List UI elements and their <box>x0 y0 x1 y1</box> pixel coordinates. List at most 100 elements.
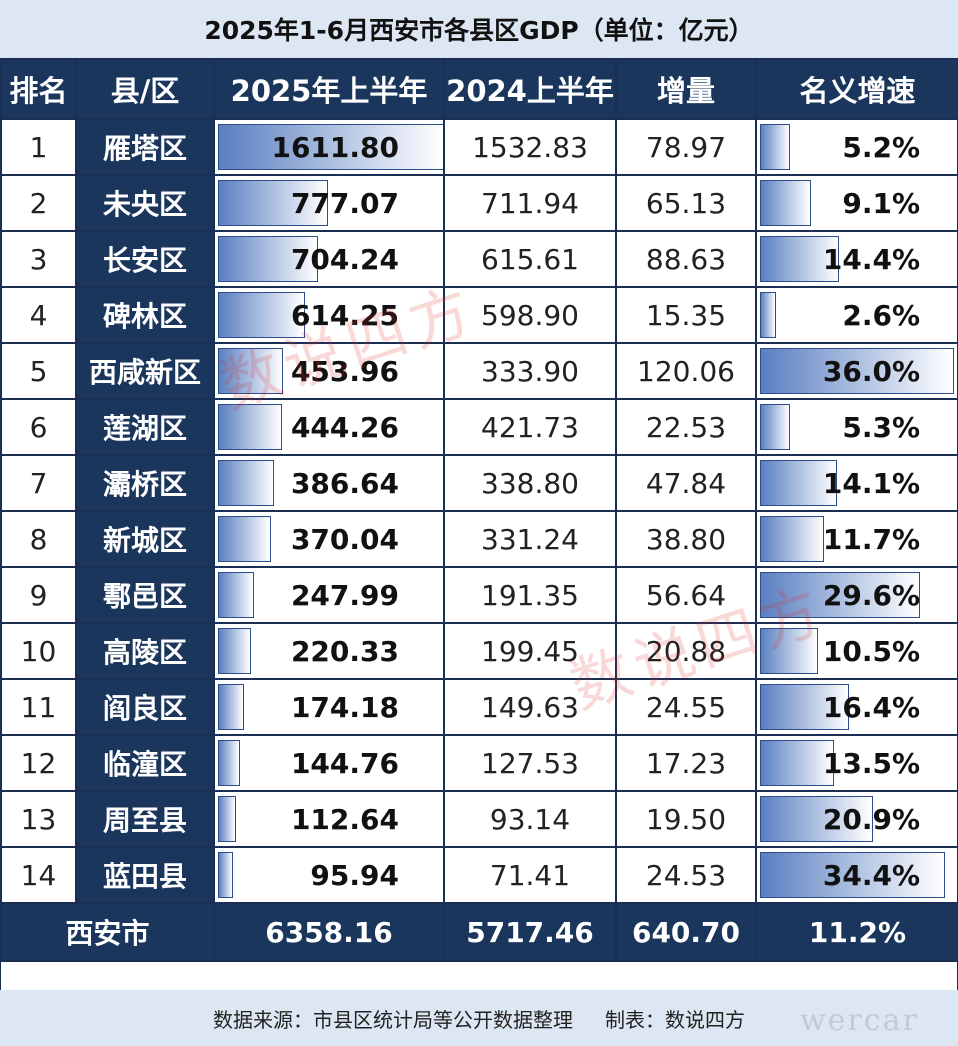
gdp-2024-cell-value: 93.14 <box>489 802 571 836</box>
growth-cell-bar <box>760 124 790 170</box>
increase-cell-value: 65.13 <box>645 186 727 220</box>
gdp-2025-cell-bar <box>218 124 442 170</box>
district-cell: 长安区 <box>75 230 215 288</box>
rank-cell-value: 13 <box>20 802 57 836</box>
total-growth: 11.2% <box>755 902 958 962</box>
rank-cell-value: 10 <box>20 634 57 668</box>
district-cell-value: 长安区 <box>102 244 187 277</box>
gdp-2025-cell-bar <box>218 516 271 562</box>
gdp-2025-cell: 370.04 <box>213 510 445 568</box>
header-2024h1: 2024上半年 <box>443 58 617 120</box>
growth-cell-bar <box>760 516 824 562</box>
gdp-2024-cell-value: 338.80 <box>481 466 579 500</box>
gdp-2024-cell-value: 71.41 <box>489 858 571 892</box>
gdp-2024-cell: 333.90 <box>443 342 617 400</box>
district-cell: 新城区 <box>75 510 215 568</box>
district-cell: 蓝田县 <box>75 846 215 904</box>
increase-cell-value: 38.80 <box>645 522 727 556</box>
growth-cell-value: 14.4% <box>822 242 920 276</box>
district-cell: 周至县 <box>75 790 215 848</box>
growth-cell: 5.3% <box>755 398 958 456</box>
gdp-2024-cell: 1532.83 <box>443 118 617 176</box>
table-row: 12 临潼区 144.76 127.53 17.23 13.5% <box>0 734 958 792</box>
total-2024h1: 5717.46 <box>443 902 617 962</box>
gdp-2024-cell-value: 333.90 <box>481 354 579 388</box>
increase-cell: 19.50 <box>615 790 757 848</box>
growth-cell-value: 16.4% <box>822 690 920 724</box>
gdp-2025-cell-bar <box>218 684 244 730</box>
growth-cell-value: 34.4% <box>822 858 920 892</box>
growth-cell-bar <box>760 180 811 226</box>
gdp-2025-cell-value: 1611.80 <box>271 130 399 164</box>
rank-cell: 11 <box>0 678 77 736</box>
growth-cell-value: 11.7% <box>822 522 920 556</box>
gdp-2025-cell-bar <box>218 796 236 842</box>
gdp-2024-cell: 191.35 <box>443 566 617 624</box>
rank-cell: 13 <box>0 790 77 848</box>
table-row: 9 鄠邑区 247.99 191.35 56.64 29.6% <box>0 566 958 624</box>
gdp-2025-cell-bar <box>218 292 305 338</box>
rank-cell-value: 8 <box>29 522 48 556</box>
gdp-2025-cell-value: 247.99 <box>290 578 399 612</box>
gdp-2024-cell-value: 421.73 <box>481 410 579 444</box>
gdp-2025-cell: 247.99 <box>213 566 445 624</box>
increase-cell-value: 47.84 <box>645 466 727 500</box>
gdp-2025-cell: 777.07 <box>213 174 445 232</box>
growth-cell-value: 29.6% <box>822 578 920 612</box>
rank-cell: 8 <box>0 510 77 568</box>
header-2025h1: 2025年上半年 <box>213 58 445 120</box>
gdp-2025-cell-bar <box>218 628 251 674</box>
growth-cell: 11.7% <box>755 510 958 568</box>
gdp-2024-cell: 331.24 <box>443 510 617 568</box>
header-growth: 名义增速 <box>755 58 958 120</box>
rank-cell: 1 <box>0 118 77 176</box>
gdp-2024-cell: 598.90 <box>443 286 617 344</box>
gdp-2024-cell: 71.41 <box>443 846 617 904</box>
rank-cell-value: 11 <box>20 690 57 724</box>
increase-cell: 20.88 <box>615 622 757 680</box>
district-cell-value: 碑林区 <box>102 300 187 333</box>
rank-cell-value: 1 <box>29 130 48 164</box>
district-cell-value: 灞桥区 <box>102 468 187 501</box>
rank-cell-value: 4 <box>29 298 48 332</box>
increase-cell: 22.53 <box>615 398 757 456</box>
gdp-2025-cell-value: 444.26 <box>290 410 399 444</box>
gdp-2025-cell-bar <box>218 404 282 450</box>
district-cell-value: 阎良区 <box>102 692 187 725</box>
table-row: 14 蓝田县 95.94 71.41 24.53 34.4% <box>0 846 958 904</box>
increase-cell-value: 24.55 <box>645 690 727 724</box>
district-cell: 碑林区 <box>75 286 215 344</box>
rank-cell-value: 7 <box>29 466 48 500</box>
growth-cell: 20.9% <box>755 790 958 848</box>
district-cell: 临潼区 <box>75 734 215 792</box>
gdp-2024-cell: 338.80 <box>443 454 617 512</box>
increase-cell-value: 120.06 <box>637 354 735 388</box>
increase-cell-value: 24.53 <box>645 858 727 892</box>
district-cell: 雁塔区 <box>75 118 215 176</box>
growth-cell: 2.6% <box>755 286 958 344</box>
district-cell-value: 西咸新区 <box>88 356 201 389</box>
increase-cell-value: 88.63 <box>645 242 727 276</box>
gdp-2025-cell-value: 95.94 <box>310 858 399 892</box>
rank-cell-value: 12 <box>20 746 57 780</box>
growth-cell-bar <box>760 628 818 674</box>
growth-cell: 36.0% <box>755 342 958 400</box>
district-cell: 灞桥区 <box>75 454 215 512</box>
table-row: 11 阎良区 174.18 149.63 24.55 16.4% <box>0 678 958 736</box>
growth-cell: 13.5% <box>755 734 958 792</box>
growth-cell-value: 5.3% <box>842 410 920 444</box>
rank-cell: 7 <box>0 454 77 512</box>
district-cell: 莲湖区 <box>75 398 215 456</box>
table-row: 6 莲湖区 444.26 421.73 22.53 5.3% <box>0 398 958 456</box>
gdp-2025-cell-value: 144.76 <box>290 746 399 780</box>
gdp-2025-cell: 174.18 <box>213 678 445 736</box>
rank-cell: 6 <box>0 398 77 456</box>
table-row: 7 灞桥区 386.64 338.80 47.84 14.1% <box>0 454 958 512</box>
gdp-2024-cell: 127.53 <box>443 734 617 792</box>
growth-cell: 16.4% <box>755 678 958 736</box>
header-row: 排名 县/区 2025年上半年 2024上半年 增量 名义增速 <box>0 58 958 120</box>
growth-cell: 14.1% <box>755 454 958 512</box>
header-rank: 排名 <box>0 58 77 120</box>
gdp-2024-cell-value: 615.61 <box>481 242 579 276</box>
growth-cell-bar <box>760 740 834 786</box>
